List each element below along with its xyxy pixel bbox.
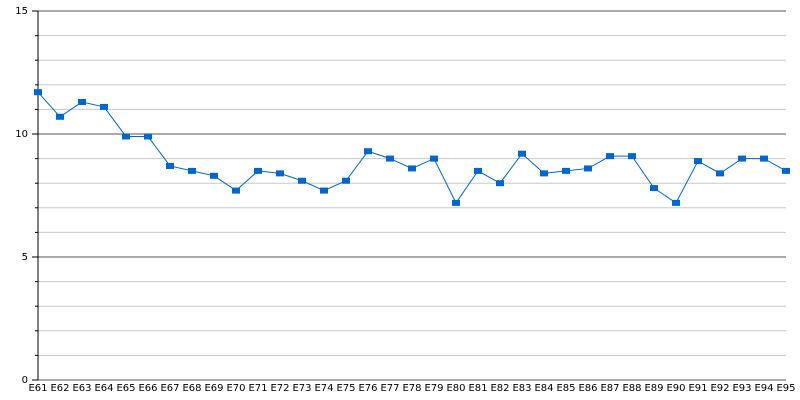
y-tick-label: 0 <box>22 375 28 386</box>
marker <box>254 167 262 174</box>
y-tick-label: 5 <box>22 252 28 263</box>
marker <box>342 177 350 184</box>
marker <box>78 99 86 106</box>
x-tick-label: E74 <box>314 383 333 394</box>
x-tick-label: E80 <box>446 383 465 394</box>
x-tick-label: E69 <box>204 383 223 394</box>
marker <box>408 165 416 172</box>
x-tick-label: E82 <box>490 383 509 394</box>
x-tick-label: E75 <box>336 383 355 394</box>
marker <box>166 162 174 169</box>
marker <box>34 89 42 96</box>
marker <box>56 113 64 120</box>
marker <box>694 158 702 165</box>
x-tick-label: E76 <box>358 383 377 394</box>
marker <box>672 199 680 206</box>
marker <box>122 133 130 140</box>
marker <box>430 155 438 162</box>
x-tick-label: E65 <box>116 383 135 394</box>
marker <box>386 155 394 162</box>
x-tick-label: E68 <box>182 383 201 394</box>
marker <box>298 177 306 184</box>
marker <box>364 148 372 155</box>
marker <box>188 167 196 174</box>
marker <box>452 199 460 206</box>
x-tick-label: E89 <box>644 383 663 394</box>
marker <box>518 150 526 157</box>
y-tick-label: 15 <box>15 6 28 17</box>
x-tick-label: E64 <box>94 383 113 394</box>
marker <box>540 170 548 177</box>
marker <box>474 167 482 174</box>
marker <box>210 172 218 179</box>
x-tick-label: E62 <box>50 383 69 394</box>
x-tick-label: E85 <box>556 383 575 394</box>
x-tick-label: E91 <box>688 383 707 394</box>
y-tick-label: 10 <box>15 129 28 140</box>
x-tick-label: E77 <box>380 383 399 394</box>
marker <box>716 170 724 177</box>
x-tick-label: E81 <box>468 383 487 394</box>
x-tick-label: E66 <box>138 383 157 394</box>
x-tick-label: E86 <box>578 383 597 394</box>
x-tick-label: E61 <box>28 383 47 394</box>
x-tick-label: E73 <box>292 383 311 394</box>
marker <box>232 187 240 194</box>
x-tick-label: E90 <box>666 383 685 394</box>
x-tick-label: E92 <box>710 383 729 394</box>
x-tick-label: E70 <box>226 383 245 394</box>
marker <box>628 153 636 160</box>
marker <box>320 187 328 194</box>
x-tick-label: E72 <box>270 383 289 394</box>
x-tick-label: E78 <box>402 383 421 394</box>
x-tick-label: E95 <box>776 383 795 394</box>
line <box>37 91 787 204</box>
x-tick-label: E84 <box>534 383 553 394</box>
x-tick-label: E71 <box>248 383 267 394</box>
x-tick-label: E88 <box>622 383 641 394</box>
marker <box>496 180 504 187</box>
x-tick-label: E83 <box>512 383 531 394</box>
marker <box>782 167 790 174</box>
marker <box>650 185 658 192</box>
x-tick-label: E87 <box>600 383 619 394</box>
marker <box>144 133 152 140</box>
marker <box>584 165 592 172</box>
x-tick-label: E63 <box>72 383 91 394</box>
marker <box>100 103 108 110</box>
x-tick-label: E93 <box>732 383 751 394</box>
x-tick-label: E94 <box>754 383 773 394</box>
marker <box>562 167 570 174</box>
marker <box>760 155 768 162</box>
x-tick-label: E67 <box>160 383 179 394</box>
marker <box>738 155 746 162</box>
marker <box>276 170 284 177</box>
marker <box>606 153 614 160</box>
x-tick-label: E79 <box>424 383 443 394</box>
